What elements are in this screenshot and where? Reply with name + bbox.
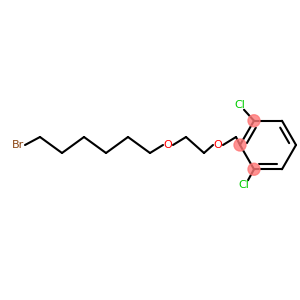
Circle shape bbox=[234, 139, 246, 151]
Text: Br: Br bbox=[12, 140, 24, 150]
Text: Cl: Cl bbox=[238, 180, 249, 190]
Circle shape bbox=[248, 115, 260, 127]
Circle shape bbox=[248, 163, 260, 175]
Text: O: O bbox=[214, 140, 222, 150]
Text: Cl: Cl bbox=[235, 100, 245, 110]
Text: O: O bbox=[164, 140, 172, 150]
